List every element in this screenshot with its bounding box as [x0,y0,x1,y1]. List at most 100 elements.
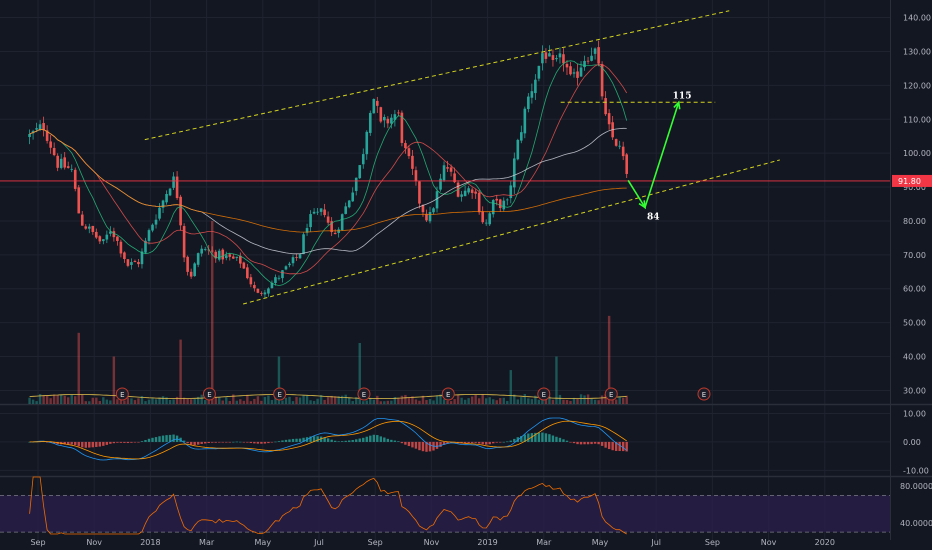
candle[interactable] [333,232,337,235]
candle[interactable] [52,148,56,156]
candle[interactable] [344,206,347,214]
candle[interactable] [474,191,477,194]
candle[interactable] [593,48,597,54]
candle[interactable] [295,257,298,258]
candle[interactable] [495,198,499,201]
earnings-marker[interactable]: E [537,387,551,401]
channel-upper-line[interactable] [144,10,730,141]
candle[interactable] [460,194,463,197]
candle[interactable] [196,253,200,265]
candle[interactable] [481,211,484,223]
candle[interactable] [512,158,516,188]
candle[interactable] [390,117,393,124]
candle[interactable] [527,96,530,110]
candle[interactable] [453,173,456,183]
candle[interactable] [411,155,414,169]
candle[interactable] [193,263,196,277]
candle[interactable] [509,185,513,199]
candle[interactable] [470,189,474,193]
candle[interactable] [59,158,63,168]
candle[interactable] [597,47,600,64]
candle[interactable] [379,107,383,122]
candle[interactable] [214,251,218,259]
candle[interactable] [625,154,628,174]
candle[interactable] [397,112,400,114]
candle[interactable] [569,66,572,75]
candle[interactable] [182,226,186,258]
candle[interactable] [253,285,256,289]
candle[interactable] [281,270,284,279]
candle[interactable] [35,128,38,130]
candle[interactable] [98,236,102,242]
candle[interactable] [133,261,137,263]
candle[interactable] [418,181,421,204]
candle[interactable] [274,277,277,283]
candle[interactable] [347,200,351,208]
candle[interactable] [126,259,130,266]
candle[interactable] [56,155,59,168]
candle[interactable] [330,221,333,233]
candle[interactable] [260,293,263,295]
candle[interactable] [210,250,214,252]
candle[interactable] [168,188,172,196]
candle[interactable] [435,191,439,209]
candle[interactable] [365,131,369,155]
candle[interactable] [42,123,45,131]
candle[interactable] [393,114,397,120]
earnings-marker[interactable]: E [115,387,129,401]
candle[interactable] [70,168,74,170]
candle[interactable] [291,257,295,264]
candle[interactable] [590,55,593,61]
candle[interactable] [414,170,418,182]
candle[interactable] [66,166,70,168]
earnings-marker[interactable]: E [357,387,371,401]
candle[interactable] [179,196,182,226]
candle[interactable] [386,118,390,124]
candle[interactable] [520,132,523,141]
earnings-marker[interactable]: E [273,387,287,401]
candle[interactable] [326,216,330,223]
candle[interactable] [224,255,228,259]
candle[interactable] [400,112,404,143]
candle[interactable] [477,192,481,213]
candle[interactable] [105,234,109,240]
candle[interactable] [340,214,344,231]
candle[interactable] [358,165,362,179]
candle[interactable] [351,192,355,202]
candle[interactable] [467,188,470,193]
candle[interactable] [239,255,242,264]
candle[interactable] [323,209,326,216]
candle[interactable] [231,256,235,259]
candle[interactable] [383,116,386,121]
candle[interactable] [235,256,239,258]
candle[interactable] [579,67,583,77]
candle[interactable] [604,98,607,115]
candle[interactable] [530,91,534,98]
candle[interactable] [28,133,31,138]
candle[interactable] [147,230,151,241]
candle[interactable] [112,231,116,238]
candle[interactable] [600,64,604,97]
macd-panel[interactable] [28,417,628,461]
candle[interactable] [407,148,411,157]
candle[interactable] [228,254,232,257]
candle[interactable] [534,79,537,94]
candle[interactable] [319,208,323,212]
candle[interactable] [80,214,84,226]
candle[interactable] [203,249,207,250]
channel-lower-line[interactable] [243,159,780,305]
trend-drawings[interactable]: 84 115 [0,10,890,305]
candle[interactable] [309,214,312,228]
candle[interactable] [439,178,442,190]
candle[interactable] [288,263,291,266]
candle[interactable] [91,225,95,232]
candle[interactable] [305,228,309,233]
candle[interactable] [263,292,267,295]
candle[interactable] [140,251,144,265]
candle[interactable] [116,236,119,241]
candle[interactable] [186,256,189,272]
earnings-marker[interactable]: E [202,387,216,401]
candle[interactable] [84,226,88,229]
candle[interactable] [354,177,358,191]
